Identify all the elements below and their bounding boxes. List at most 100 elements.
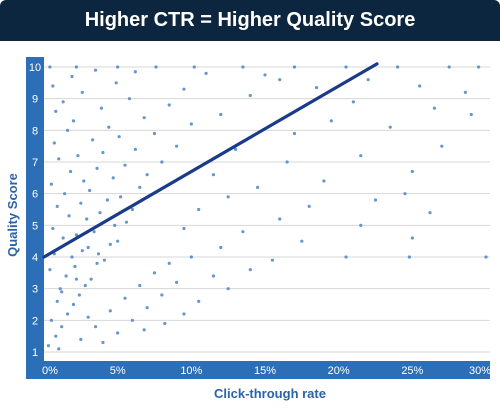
data-point xyxy=(182,226,186,231)
data-point xyxy=(241,65,245,69)
data-point xyxy=(71,302,76,307)
data-point xyxy=(278,217,282,221)
data-point xyxy=(133,70,137,74)
data-point xyxy=(93,325,98,329)
data-point xyxy=(167,103,171,107)
x-axis-band xyxy=(26,361,490,379)
data-point xyxy=(93,68,98,72)
data-point xyxy=(70,255,74,259)
data-point xyxy=(86,315,90,319)
y-tick-label: 6 xyxy=(32,189,38,201)
data-point xyxy=(403,192,407,196)
data-point xyxy=(123,296,127,300)
data-point xyxy=(142,328,146,332)
data-point xyxy=(160,160,164,164)
data-point xyxy=(79,337,83,341)
data-point xyxy=(83,283,87,288)
data-point xyxy=(74,65,79,69)
data-point xyxy=(61,236,65,240)
data-point xyxy=(182,87,186,91)
data-point xyxy=(292,131,297,136)
data-point xyxy=(248,268,252,272)
data-point xyxy=(278,78,282,82)
data-point xyxy=(99,106,104,110)
data-point xyxy=(410,236,414,240)
x-tick-labels: 0% 5% 10% 15% 20% 25% 30% xyxy=(42,365,491,377)
data-point xyxy=(65,312,70,316)
x-tick-label: 25% xyxy=(401,365,423,377)
data-point xyxy=(116,239,120,243)
data-point xyxy=(133,147,137,151)
data-point xyxy=(142,116,146,120)
data-point xyxy=(197,299,201,303)
data-point xyxy=(88,188,92,193)
y-tick-label: 7 xyxy=(32,157,38,169)
data-point xyxy=(48,65,52,69)
data-point xyxy=(85,217,89,221)
data-point xyxy=(130,318,134,322)
x-tick-label: 5% xyxy=(110,365,126,377)
data-point xyxy=(163,321,167,326)
y-tick-label: 9 xyxy=(32,94,38,106)
data-point xyxy=(211,274,216,278)
data-point xyxy=(65,128,70,132)
data-point xyxy=(410,169,414,174)
data-point xyxy=(74,233,79,237)
gridlines xyxy=(44,66,490,353)
data-point xyxy=(344,255,348,259)
data-point xyxy=(463,90,467,94)
data-point xyxy=(226,195,230,199)
data-point xyxy=(167,261,171,265)
data-point xyxy=(270,258,274,262)
data-point xyxy=(71,119,76,123)
y-tick-label: 2 xyxy=(32,315,38,327)
data-point xyxy=(314,85,319,90)
y-tick-label: 5 xyxy=(32,220,38,232)
data-point xyxy=(77,293,81,297)
data-point xyxy=(307,204,311,208)
data-point xyxy=(98,211,102,215)
title-bar: Higher CTR = Higher Quality Score xyxy=(0,0,500,41)
data-point xyxy=(396,65,400,69)
data-point xyxy=(113,223,117,227)
data-point xyxy=(407,255,411,259)
data-point xyxy=(241,230,245,234)
data-point xyxy=(160,293,164,297)
data-point xyxy=(117,135,121,139)
data-point xyxy=(73,264,77,269)
data-point xyxy=(64,274,68,278)
data-point xyxy=(108,309,112,313)
data-point xyxy=(61,100,65,104)
data-point xyxy=(226,287,230,291)
data-point xyxy=(344,65,348,69)
data-point xyxy=(154,65,158,69)
data-point xyxy=(329,119,333,123)
data-point xyxy=(189,255,193,259)
data-point xyxy=(388,125,392,129)
data-point xyxy=(366,78,370,82)
data-point xyxy=(145,306,149,310)
data-point xyxy=(111,176,115,180)
y-tick-label: 4 xyxy=(32,252,38,264)
data-point xyxy=(138,185,142,189)
data-point xyxy=(91,138,95,142)
data-point xyxy=(105,198,109,202)
data-point xyxy=(359,223,363,227)
data-point xyxy=(58,287,62,291)
data-point xyxy=(256,185,260,189)
data-point xyxy=(70,74,74,79)
data-point xyxy=(51,226,55,231)
data-point xyxy=(418,84,422,88)
data-point xyxy=(101,340,105,345)
data-point xyxy=(428,211,432,215)
x-tick-label: 30% xyxy=(469,365,491,377)
data-point xyxy=(119,195,123,199)
y-tick-label: 8 xyxy=(32,125,38,137)
data-point xyxy=(80,90,84,94)
trend-line xyxy=(42,62,379,259)
data-point xyxy=(219,245,223,250)
data-point xyxy=(74,277,79,281)
data-point xyxy=(211,173,216,177)
